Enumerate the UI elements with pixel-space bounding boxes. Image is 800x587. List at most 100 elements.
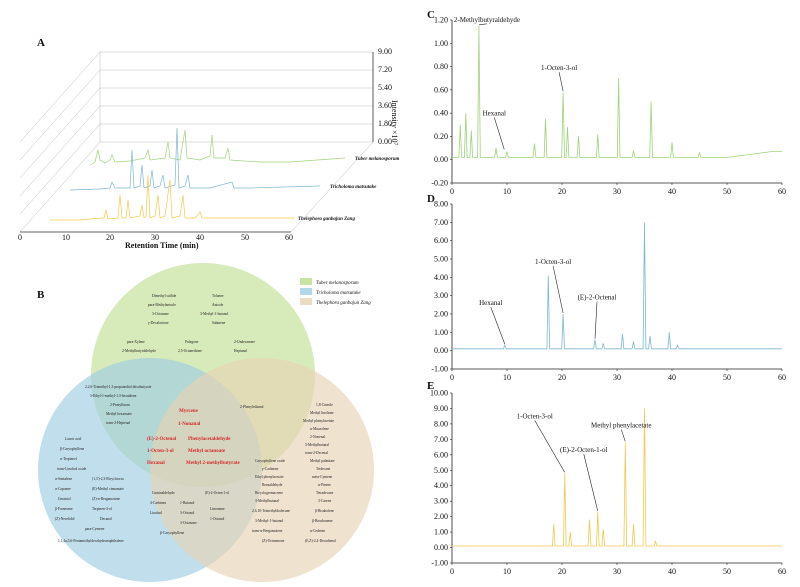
xtick-label: 30 (613, 373, 621, 382)
compound: Methyl hexanoate (106, 412, 132, 416)
ytick-label: 1.00 (434, 39, 448, 48)
compound: trans-2-Heptenal (106, 421, 130, 425)
venn-blue-only: Lauric acid β-Caryophyllene α-Terpineol … (55, 437, 124, 544)
compound: Pulegone (185, 340, 199, 344)
ytick-label: 1.00 (434, 328, 448, 337)
panel-b-label: B (37, 289, 45, 301)
peak-annotation: 2-Methylbutyraldehyde (454, 16, 520, 24)
panel-a-label: A (37, 37, 45, 49)
xtick: 40 (196, 233, 204, 242)
ytick-label: 1.00 (434, 528, 448, 537)
panel-a-axes (20, 52, 374, 233)
ytick-label: 7.00 (434, 435, 448, 444)
compound: 1,8-Cineole (316, 403, 333, 408)
xtick-label: 10 (503, 187, 511, 196)
compound: (Z)-α-Bergamotene (92, 497, 120, 501)
xtick-label: 20 (558, 373, 566, 382)
ztick: 3.60 (378, 101, 392, 110)
compound: Heptanal (234, 349, 247, 353)
compound: trans-α-Bergamotene (252, 529, 283, 533)
ytick-label: 8.00 (434, 200, 448, 209)
venn-blue-beige: Cuminaldehyde 4-Carbinea 1-Butanol Linal… (150, 491, 229, 535)
legend-label-tuber: Tuber melanosporum (316, 281, 359, 286)
compound: Linalool (150, 511, 162, 515)
compound: Tetradecane (316, 491, 334, 495)
series-label-thelephora: Thelephora ganbajun Zang (298, 217, 355, 222)
compound: 3-Methyl-1-butanol (255, 519, 283, 523)
peak-annotation: (E)-2-Octenal (578, 294, 617, 302)
ytick-label: 6.00 (434, 236, 448, 245)
venn-circle-thelephora (150, 358, 374, 582)
chromatogram-trace (452, 408, 782, 547)
compound: Terpinen-4-ol (92, 507, 112, 511)
compound: Anisole (212, 303, 224, 307)
legend-label-thelephora: Thelephora ganbajun Zang (316, 301, 371, 306)
x-axis-label: Retention Time (min) (125, 241, 199, 250)
ztick: 0.00 (378, 137, 392, 146)
compound: γ-Cadinene (262, 467, 279, 471)
compound: 3-Octanone (180, 521, 197, 525)
compound: 3-Ethyl-1-methyl-1,3-hexadiene (90, 394, 137, 399)
xtick: 60 (285, 233, 293, 242)
chromatogram-trace (452, 222, 782, 350)
compound: Methyl linoleate (310, 411, 334, 415)
xtick: 30 (151, 233, 159, 242)
compound: α-Terpineol (60, 457, 77, 461)
compound: Lauric acid (65, 437, 81, 441)
compound: β-Caryophyllene (60, 447, 85, 451)
ytick-label: 5.00 (434, 255, 448, 264)
panel-a: A 9.00 7.20 5.40 3.60 1 (18, 37, 400, 250)
ytick-label: 0.00 (434, 155, 448, 164)
series-label-matsutake: Tricholoma matsutake (330, 185, 377, 190)
compound: (Z)-Ocimenone (262, 539, 285, 543)
peak-annotation: 1-Octen-3-ol (517, 412, 553, 420)
ytick-label: 1.20 (434, 16, 448, 25)
compound: 1-Octanol (210, 517, 224, 521)
compound: Toluene (212, 294, 224, 298)
peak-annotation: Hexanal (479, 299, 502, 307)
xtick-label: 40 (668, 567, 676, 576)
annotation-leader (594, 301, 598, 339)
compound: para-Methylanisole (148, 303, 176, 307)
compound: trans-Linalool oxide (57, 467, 87, 471)
compound: α-Cedrene (310, 529, 325, 533)
compound: 2,6,10-Trimethyldodecane (252, 509, 290, 514)
xtick-label: 30 (613, 187, 621, 196)
ytick-label: -0.20 (431, 179, 448, 188)
compound: Dimethyl sulfide (152, 294, 177, 298)
xtick-label: 0 (450, 373, 454, 382)
ztick: 5.40 (378, 83, 392, 92)
ytick-label: 4.00 (434, 273, 448, 282)
xtick-label: 10 (503, 567, 511, 576)
compound: 2-Methylbutyraldehyde (122, 349, 156, 353)
ztick: 7.20 (378, 65, 392, 74)
compound: (E)-2-Octen-1-ol (205, 491, 229, 495)
annotation-leader (493, 117, 505, 150)
ytick-label: 10.00 (430, 389, 448, 398)
panel-e-label: E (427, 380, 434, 392)
compound: 2-Phenylethanol (240, 405, 264, 409)
compound: (1,3')-2,3-Bicycloocta (92, 477, 124, 482)
panel-b: B Tuber melanosporum Tricholoma matsutak… (37, 263, 374, 582)
legend-swatch-tuber (300, 278, 312, 285)
trace-matsutake (69, 127, 321, 191)
compound: meta-Cymene (312, 475, 333, 479)
compound: Benzaldehyde (262, 483, 283, 487)
ztick: 1.80 (378, 119, 392, 128)
compound: para-Xylene (127, 340, 145, 344)
ytick-label: 5.00 (434, 466, 448, 475)
compound: Methyl 2-methylbutyrate (186, 461, 241, 466)
panel-a-grid (19, 51, 374, 233)
ytick-label: 2.00 (434, 512, 448, 521)
venn-green-only: Dimethyl sulfide Toluene para-Methylanis… (122, 294, 255, 354)
ytick-label: 0.20 (434, 132, 448, 141)
xtick-label: 50 (723, 187, 731, 196)
compound: Decanal (100, 517, 112, 521)
ytick-label: 0.00 (434, 543, 448, 552)
compound: Methyl phenylacetate (303, 419, 334, 423)
xtick-label: 40 (668, 187, 676, 196)
chromatogram-e: -1.00 0.00 1.00 2.00 3.00 4.00 5.00 6.00 7.00 8.0… (430, 389, 786, 577)
ytick-label: 6.00 (434, 450, 448, 459)
xtick: 50 (241, 233, 249, 242)
compound: 2-Pentylfuran (110, 403, 130, 407)
